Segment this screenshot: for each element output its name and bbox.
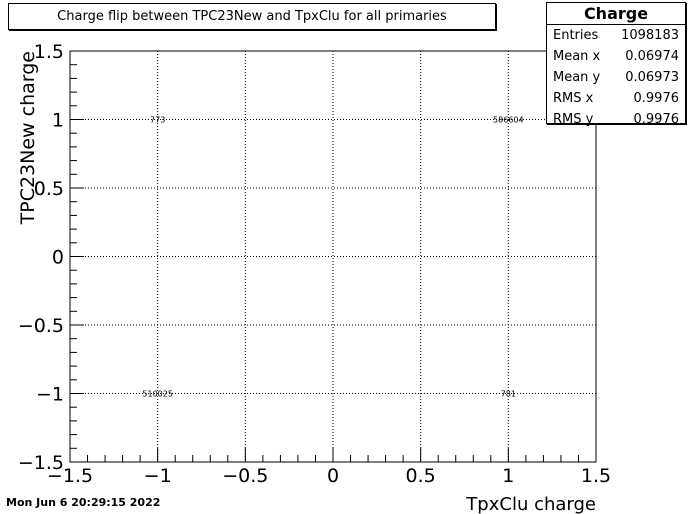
stats-value: 0.06973 [625, 70, 679, 85]
stats-title: Charge [547, 3, 685, 25]
x-tick-label: 0.5 [406, 465, 436, 487]
stats-value: 0.06974 [625, 49, 679, 64]
stats-label: Entries [553, 28, 599, 43]
x-tick-label: 0 [327, 465, 339, 487]
y-tick-label: 1.5 [34, 41, 64, 63]
cell-count-label: 781 [501, 390, 516, 399]
chart-title: Charge flip between TPC23New and TpxClu … [8, 3, 496, 30]
date-stamp: Mon Jun 6 20:29:15 2022 [6, 496, 161, 509]
stats-value: 1098183 [621, 28, 679, 43]
y-axis-title: TPC23New charge [17, 51, 39, 225]
cell-count-label: 510025 [142, 390, 173, 399]
cell-count-label: 773 [150, 116, 165, 125]
stats-row-rms-x: RMS x 0.9976 [547, 88, 685, 109]
stats-value: 0.9976 [633, 91, 680, 106]
y-tick-label: −0.5 [18, 315, 64, 337]
x-axis-title: TpxClu charge [465, 494, 596, 514]
stats-row-entries: Entries 1098183 [547, 25, 685, 46]
x-tick-label: 1 [502, 465, 514, 487]
y-tick-label: 1 [52, 110, 64, 132]
y-tick-label: 0.5 [34, 178, 64, 200]
stats-value: 0.9976 [633, 112, 680, 127]
cell-count-label: 586604 [493, 116, 524, 125]
x-tick-label: −1 [144, 465, 172, 487]
y-tick-label: −1 [36, 384, 64, 406]
x-tick-label: −1.5 [47, 465, 93, 487]
x-tick-label: −0.5 [222, 465, 268, 487]
x-tick-label: 1.5 [581, 465, 611, 487]
stats-row-mean-y: Mean y 0.06973 [547, 67, 685, 88]
stats-label: Mean y [553, 70, 601, 85]
stats-label: RMS x [553, 91, 594, 106]
y-tick-label: −1.5 [18, 452, 64, 474]
stats-label: Mean x [553, 49, 601, 64]
stats-box: Charge Entries 1098183 Mean x 0.06974 Me… [546, 2, 686, 127]
y-tick-label: 0 [52, 247, 64, 269]
stats-label: RMS y [553, 112, 594, 127]
stats-row-mean-x: Mean x 0.06974 [547, 46, 685, 67]
stats-row-rms-y: RMS y 0.9976 [547, 109, 685, 130]
